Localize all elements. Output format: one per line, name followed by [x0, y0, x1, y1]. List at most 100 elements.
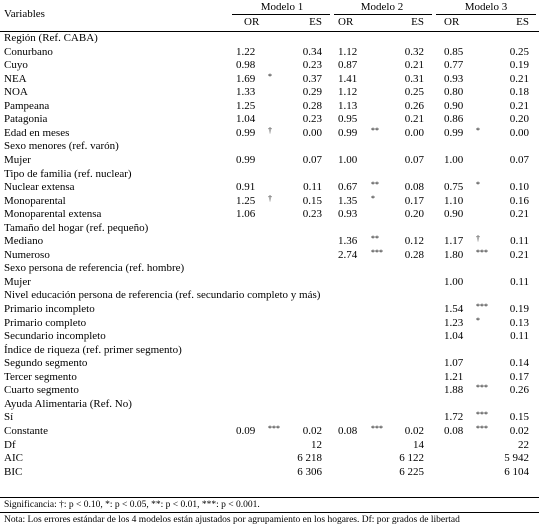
row-label: Constante	[4, 425, 48, 437]
group-label: Tipo de familia (ref. nuclear)	[4, 168, 132, 180]
model-2-or-cell: 0.99	[338, 127, 358, 139]
row-label: Df	[4, 439, 16, 451]
row-label: Pampeana	[4, 100, 50, 112]
errors-note: Nota: Los errores estándar de los 4 mode…	[4, 515, 460, 525]
significance-note: Significancia: †: p < 0.10, *: p < 0.05,…	[4, 500, 260, 510]
model-1-or-cell: 1.04	[236, 113, 256, 125]
model-3-sig-marker: ***	[476, 424, 488, 433]
table-bottom-rule	[0, 497, 539, 498]
model-3-es-cell: 0.26	[509, 384, 529, 396]
model-2-sig-marker: **	[371, 234, 379, 243]
model-3-sig-marker: *	[476, 316, 480, 325]
model-3-sig-marker: ***	[476, 383, 488, 392]
model-1-or-cell: 0.91	[236, 181, 256, 193]
model-1-or-cell: 1.69	[236, 73, 256, 85]
model-3-es-cell: 0.21	[509, 249, 529, 261]
model-3-or-cell: 1.07	[444, 357, 464, 369]
model-2-or-cell: 0.67	[338, 181, 358, 193]
model-2-es-cell: 0.07	[404, 154, 424, 166]
variables-header: Variables	[4, 8, 45, 20]
model-1-es-cell: 12	[311, 439, 322, 451]
row-label: Cuyo	[4, 59, 28, 71]
row-label: Numeroso	[4, 249, 50, 261]
row-label: Secundario incompleto	[4, 330, 106, 342]
model-3-or-cell: 1.88	[444, 384, 464, 396]
model-3-sig-marker: ***	[476, 302, 488, 311]
model-3-or-cell: 0.75	[444, 181, 464, 193]
model-2-or-cell: 0.93	[338, 208, 358, 220]
model-1-es-cell: 0.34	[302, 46, 322, 58]
row-label: Primario completo	[4, 317, 87, 329]
model-3-es-cell: 22	[518, 439, 529, 451]
row-label: Tercer segmento	[4, 371, 77, 383]
model-3-es-cell: 0.18	[509, 86, 529, 98]
model-1-es-cell: 0.15	[302, 195, 322, 207]
model-3-es-cell: 0.00	[509, 127, 529, 139]
group-label: Índice de riqueza (ref. primer segmento)	[4, 344, 182, 356]
model-3-es-cell: 0.13	[509, 317, 529, 329]
model-3-es-header: ES	[516, 16, 529, 28]
model-3-or-cell: 0.93	[444, 73, 464, 85]
model-3-or-cell: 1.17	[444, 235, 464, 247]
model-3-es-cell: 0.07	[509, 154, 529, 166]
model-2-es-header: ES	[411, 16, 424, 28]
model-2-or-cell: 1.35	[338, 195, 358, 207]
model-2-or-cell: 2.74	[338, 249, 358, 261]
group-label: Tamaño del hogar (ref. pequeño)	[4, 222, 149, 234]
model-3-or-cell: 1.10	[444, 195, 464, 207]
model-1-or-cell: 1.25	[236, 100, 256, 112]
model-3-sig-marker: ***	[476, 248, 488, 257]
model-1-es-cell: 6 218	[297, 452, 322, 464]
group-label: Sexo persona de referencia (ref. hombre)	[4, 262, 185, 274]
model-3-es-cell: 0.25	[509, 46, 529, 58]
model-3-or-cell: 1.54	[444, 303, 464, 315]
model-3-or-cell: 0.99	[444, 127, 464, 139]
model-1-sig-marker: ***	[268, 424, 280, 433]
model-1-header: Modelo 1	[260, 1, 304, 13]
row-label: Nuclear extensa	[4, 181, 75, 193]
group-label: Ayuda Alimentaria (Ref. No)	[4, 398, 132, 410]
model-3-or-cell: 1.72	[444, 411, 464, 423]
model-1-or-cell: 1.25	[236, 195, 256, 207]
model-1-es-cell: 0.11	[303, 181, 322, 193]
row-label: Mujer	[4, 154, 31, 166]
model-3-or-cell: 0.80	[444, 86, 464, 98]
model-2-sig-marker: **	[371, 180, 379, 189]
model-3-or-header: OR	[444, 16, 460, 28]
model-2-or-cell: 1.12	[338, 86, 358, 98]
row-label: Conurbano	[4, 46, 53, 58]
model-3-or-cell: 1.23	[444, 317, 464, 329]
model-1-es-cell: 0.23	[302, 208, 322, 220]
model-2-or-cell: 0.87	[338, 59, 358, 71]
model-3-rule	[436, 14, 536, 15]
model-2-es-cell: 6 122	[399, 452, 424, 464]
header-bottom-rule	[0, 31, 539, 32]
row-label: NOA	[4, 86, 28, 98]
model-1-or-cell: 1.06	[236, 208, 256, 220]
group-label: Sexo menores (ref. varón)	[4, 140, 119, 152]
model-3-es-cell: 0.11	[510, 235, 529, 247]
model-3-es-cell: 0.15	[509, 411, 529, 423]
row-label: BIC	[4, 466, 23, 478]
model-1-or-cell: 1.22	[236, 46, 256, 58]
model-3-or-cell: 1.00	[444, 276, 464, 288]
model-2-or-header: OR	[338, 16, 354, 28]
group-label: Región (Ref. CABA)	[4, 32, 98, 44]
model-2-sig-marker: ***	[371, 424, 383, 433]
model-1-es-cell: 6 306	[297, 466, 322, 478]
model-2-or-cell: 1.00	[338, 154, 358, 166]
model-3-or-cell: 0.86	[444, 113, 464, 125]
model-3-es-cell: 0.21	[509, 100, 529, 112]
model-1-es-cell: 0.23	[302, 59, 322, 71]
model-3-or-cell: 0.90	[444, 208, 464, 220]
model-2-or-cell: 0.95	[338, 113, 358, 125]
group-label: Nivel educación persona de referencia (r…	[4, 289, 321, 301]
model-3-es-cell: 0.14	[509, 357, 529, 369]
model-3-es-cell: 0.17	[509, 371, 529, 383]
model-2-or-cell: 0.08	[338, 425, 358, 437]
row-label: Monoparental extensa	[4, 208, 102, 220]
model-1-or-cell: 0.98	[236, 59, 256, 71]
model-2-es-cell: 0.08	[404, 181, 424, 193]
row-label: Mediano	[4, 235, 44, 247]
model-1-or-header: OR	[244, 16, 260, 28]
